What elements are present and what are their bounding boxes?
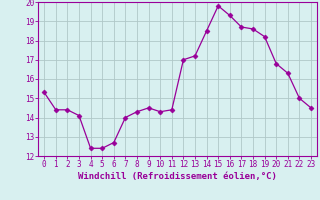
X-axis label: Windchill (Refroidissement éolien,°C): Windchill (Refroidissement éolien,°C) [78, 172, 277, 181]
